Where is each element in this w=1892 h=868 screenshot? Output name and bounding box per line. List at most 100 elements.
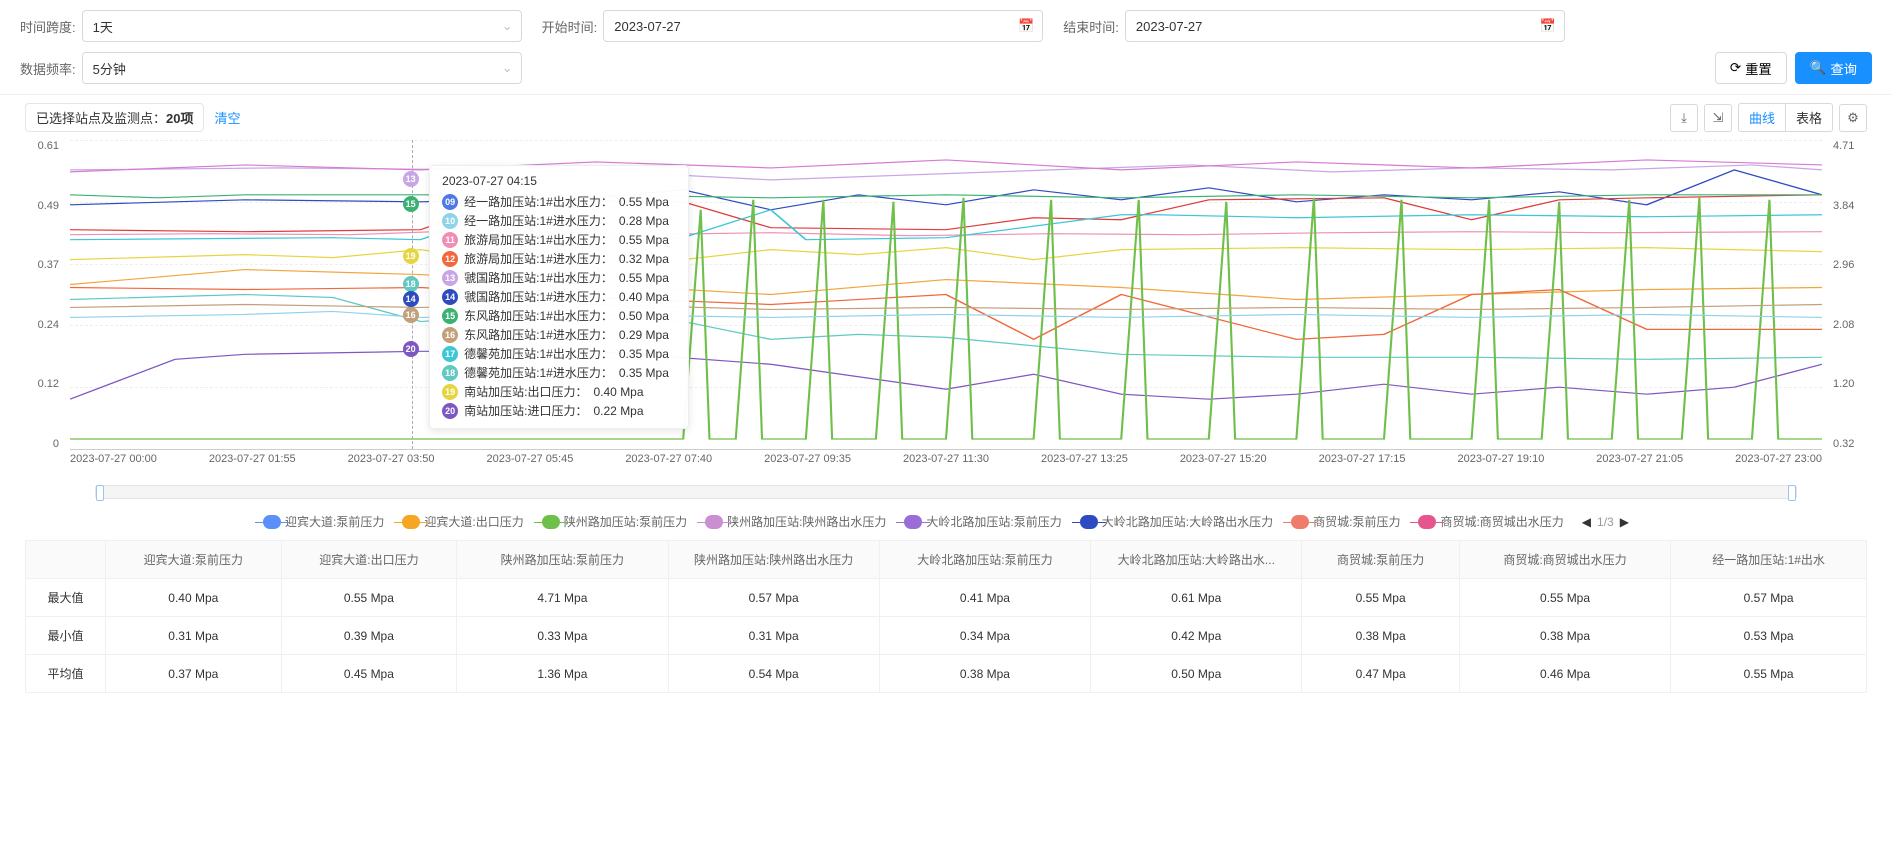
table-header: 经一路加压站:1#出水	[1671, 541, 1867, 579]
table-cell: 0.47 Mpa	[1302, 655, 1459, 693]
legend-label: 商贸城:商贸城出水压力	[1440, 513, 1563, 530]
line-badge: 18	[403, 276, 419, 292]
tab-table[interactable]: 表格	[1786, 104, 1832, 131]
y-axis-left: 0.610.490.370.240.120	[25, 140, 65, 450]
time-span-label: 时间跨度:	[20, 17, 76, 36]
y-tick: 0	[25, 438, 59, 450]
table-cell: 0.53 Mpa	[1671, 617, 1867, 655]
tooltip-label: 东风路加压站:1#出水压力：	[464, 307, 613, 324]
table-cell: 4.71 Mpa	[457, 579, 668, 617]
table-cell: 0.40 Mpa	[106, 579, 282, 617]
chart-legend: 01迎宾大道:泵前压力 02迎宾大道:出口压力 03 陕州路加压站:泵前压力 04陕州路…	[0, 513, 1892, 540]
series-badge: 16	[442, 327, 458, 343]
start-date-input[interactable]: 2023-07-27 📅	[603, 10, 1043, 42]
tooltip-value: 0.55 Mpa	[619, 233, 669, 247]
chart-plot[interactable]: 13151918141620 2023-07-27 04:15 09经一路加压站…	[70, 140, 1822, 450]
legend-item[interactable]: 07 商贸城:泵前压力	[1291, 513, 1400, 530]
legend-item[interactable]: 08商贸城:商贸城出水压力	[1418, 513, 1563, 530]
table-cell: 0.33 Mpa	[457, 617, 668, 655]
time-span-value: 1天	[93, 17, 113, 36]
line-badge: 19	[403, 248, 419, 264]
table-cell: 0.57 Mpa	[1671, 579, 1867, 617]
row-label: 最小值	[26, 617, 106, 655]
legend-label: 迎宾大道:泵前压力	[285, 513, 384, 530]
legend-item[interactable]: 01迎宾大道:泵前压力	[263, 513, 384, 530]
calendar-icon: 📅	[1540, 18, 1556, 34]
start-date-value: 2023-07-27	[614, 19, 681, 34]
legend-label: 大岭北路加压站:泵前压力	[926, 513, 1061, 530]
y-tick: 0.24	[25, 319, 59, 331]
x-tick: 2023-07-27 05:45	[486, 453, 573, 475]
legend-badge: 05	[904, 515, 922, 529]
legend-item[interactable]: 04陕州路加压站:陕州路出水压力	[705, 513, 886, 530]
table-header: 大岭北路加压站:大岭路出水...	[1091, 541, 1302, 579]
tooltip-title: 2023-07-27 04:15	[442, 174, 676, 188]
legend-prev[interactable]: ◀	[1582, 515, 1591, 529]
legend-item[interactable]: 05 大岭北路加压站:泵前压力	[904, 513, 1061, 530]
tooltip-label: 经一路加压站:1#出水压力：	[464, 193, 613, 210]
clear-link[interactable]: 清空	[214, 108, 240, 127]
table-header: 商贸城:商贸城出水压力	[1459, 541, 1670, 579]
table-cell: 0.57 Mpa	[668, 579, 879, 617]
table-cell: 1.36 Mpa	[457, 655, 668, 693]
legend-item[interactable]: 03 陕州路加压站:泵前压力	[542, 513, 687, 530]
refresh-icon: ⟳	[1730, 60, 1741, 76]
tooltip-label: 德馨苑加压站:1#进水压力：	[464, 364, 613, 381]
legend-label: 大岭北路加压站:大岭路出水压力	[1102, 513, 1273, 530]
y-tick: 2.08	[1833, 319, 1867, 331]
tab-curve[interactable]: 曲线	[1739, 104, 1786, 131]
freq-select[interactable]: 5分钟 ⌄	[82, 52, 522, 84]
x-tick: 2023-07-27 03:50	[348, 453, 435, 475]
export-icon[interactable]: ⇲	[1704, 104, 1732, 132]
settings-icon[interactable]: ⚙	[1839, 104, 1867, 132]
tooltip-label: 经一路加压站:1#进水压力：	[464, 212, 613, 229]
end-time-label: 结束时间:	[1063, 17, 1119, 36]
x-axis: 2023-07-27 00:002023-07-27 01:552023-07-…	[70, 453, 1822, 475]
slider-handle-right[interactable]	[1788, 485, 1796, 501]
table-cell: 0.54 Mpa	[668, 655, 879, 693]
line-badge: 15	[403, 196, 419, 212]
tooltip-value: 0.22 Mpa	[594, 404, 644, 418]
query-button[interactable]: 🔍查询	[1795, 52, 1872, 84]
reset-button[interactable]: ⟳重置	[1715, 52, 1787, 84]
x-tick: 2023-07-27 00:00	[70, 453, 157, 475]
y-tick: 1.20	[1833, 378, 1867, 390]
x-tick: 2023-07-27 11:30	[903, 453, 989, 475]
legend-badge: 02	[402, 515, 420, 529]
legend-label: 陕州路加压站:泵前压力	[564, 513, 687, 530]
chevron-down-icon: ⌄	[502, 60, 513, 76]
table-cell: 0.41 Mpa	[879, 579, 1090, 617]
end-date-input[interactable]: 2023-07-27 📅	[1125, 10, 1565, 42]
legend-label: 商贸城:泵前压力	[1313, 513, 1400, 530]
y-tick: 3.84	[1833, 200, 1867, 212]
tooltip-label: 旅游局加压站:1#出水压力：	[464, 231, 613, 248]
line-badge: 13	[403, 171, 419, 187]
legend-badge: 03	[542, 515, 560, 529]
x-tick: 2023-07-27 07:40	[625, 453, 712, 475]
y-tick: 0.12	[25, 378, 59, 390]
legend-pager: ◀1/3▶	[1582, 515, 1629, 529]
toolbar: 已选择站点及监测点：20项 清空 ⤓ ⇲ 曲线 表格 ⚙	[0, 95, 1892, 140]
time-span-select[interactable]: 1天 ⌄	[82, 10, 522, 42]
freq-label: 数据频率:	[20, 59, 76, 78]
range-slider[interactable]	[95, 485, 1797, 499]
tooltip-value: 0.40 Mpa	[619, 290, 669, 304]
search-icon: 🔍	[1810, 60, 1827, 76]
table-cell: 0.31 Mpa	[668, 617, 879, 655]
series-badge: 11	[442, 232, 458, 248]
download-icon[interactable]: ⤓	[1670, 104, 1698, 132]
filter-bar: 时间跨度: 1天 ⌄ 开始时间: 2023-07-27 📅 结束时间: 2023…	[0, 0, 1892, 95]
row-label: 平均值	[26, 655, 106, 693]
legend-item[interactable]: 06大岭北路加压站:大岭路出水压力	[1080, 513, 1273, 530]
view-tabs: 曲线 表格	[1738, 103, 1833, 132]
legend-item[interactable]: 02迎宾大道:出口压力	[402, 513, 523, 530]
series-badge: 14	[442, 289, 458, 305]
table-header: 陕州路加压站:陕州路出水压力	[668, 541, 879, 579]
table-cell: 0.38 Mpa	[1302, 617, 1459, 655]
series-badge: 10	[442, 213, 458, 229]
hover-indicator: 13151918141620	[412, 140, 413, 449]
legend-badge: 07	[1291, 515, 1309, 529]
legend-next[interactable]: ▶	[1620, 515, 1629, 529]
table-cell: 0.39 Mpa	[281, 617, 457, 655]
slider-handle-left[interactable]	[96, 485, 104, 501]
